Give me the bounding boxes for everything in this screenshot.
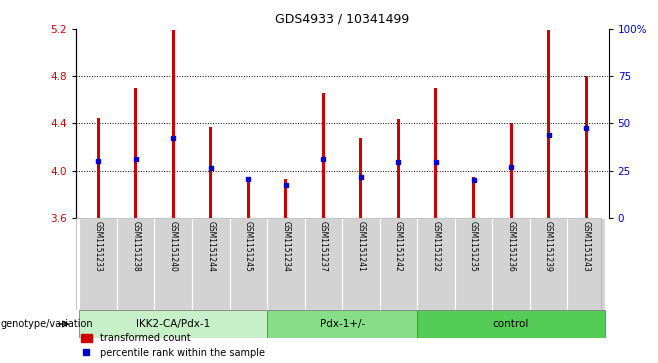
Bar	[492, 218, 530, 310]
Bar	[172, 30, 175, 218]
Text: GSM1151244: GSM1151244	[207, 221, 215, 272]
Bar	[509, 123, 513, 218]
Text: GSM1151241: GSM1151241	[357, 221, 365, 271]
Bar	[455, 218, 492, 310]
Text: GSM1151242: GSM1151242	[394, 221, 403, 271]
Bar	[97, 118, 100, 218]
Bar	[267, 218, 305, 310]
Bar	[305, 218, 342, 310]
Bar	[322, 93, 325, 218]
Title: GDS4933 / 10341499: GDS4933 / 10341499	[275, 12, 409, 25]
Bar	[80, 310, 267, 338]
Bar	[117, 218, 155, 310]
Text: IKK2-CA/Pdx-1: IKK2-CA/Pdx-1	[136, 319, 211, 329]
Text: GSM1151238: GSM1151238	[131, 221, 140, 271]
Bar	[192, 218, 230, 310]
Bar	[417, 218, 455, 310]
Bar	[584, 76, 588, 218]
Bar	[80, 218, 117, 310]
Bar	[472, 176, 475, 218]
Text: GSM1151239: GSM1151239	[544, 221, 553, 272]
Text: GSM1151234: GSM1151234	[282, 221, 290, 272]
Bar	[530, 218, 567, 310]
Bar	[434, 88, 438, 218]
Text: GSM1151245: GSM1151245	[244, 221, 253, 272]
Bar	[547, 30, 550, 218]
Text: control: control	[493, 319, 529, 329]
Text: Pdx-1+/-: Pdx-1+/-	[320, 319, 365, 329]
Bar	[230, 218, 267, 310]
Text: GSM1151233: GSM1151233	[93, 221, 103, 272]
Text: GSM1151236: GSM1151236	[507, 221, 516, 272]
Text: GSM1151237: GSM1151237	[319, 221, 328, 272]
Bar	[247, 176, 250, 218]
Text: GSM1151235: GSM1151235	[469, 221, 478, 272]
Bar	[359, 138, 363, 218]
Text: GSM1151232: GSM1151232	[432, 221, 440, 271]
Legend: transformed count, percentile rank within the sample: transformed count, percentile rank withi…	[80, 333, 265, 358]
Bar	[380, 218, 417, 310]
Bar	[284, 179, 288, 218]
Bar	[209, 127, 213, 218]
Text: GSM1151243: GSM1151243	[582, 221, 591, 272]
Bar	[567, 218, 605, 310]
Bar	[155, 218, 192, 310]
Bar	[397, 119, 400, 218]
Bar	[267, 310, 417, 338]
Bar	[417, 310, 605, 338]
Text: GSM1151240: GSM1151240	[168, 221, 178, 272]
Text: genotype/variation: genotype/variation	[1, 319, 93, 329]
Bar	[134, 88, 138, 218]
Bar	[342, 218, 380, 310]
